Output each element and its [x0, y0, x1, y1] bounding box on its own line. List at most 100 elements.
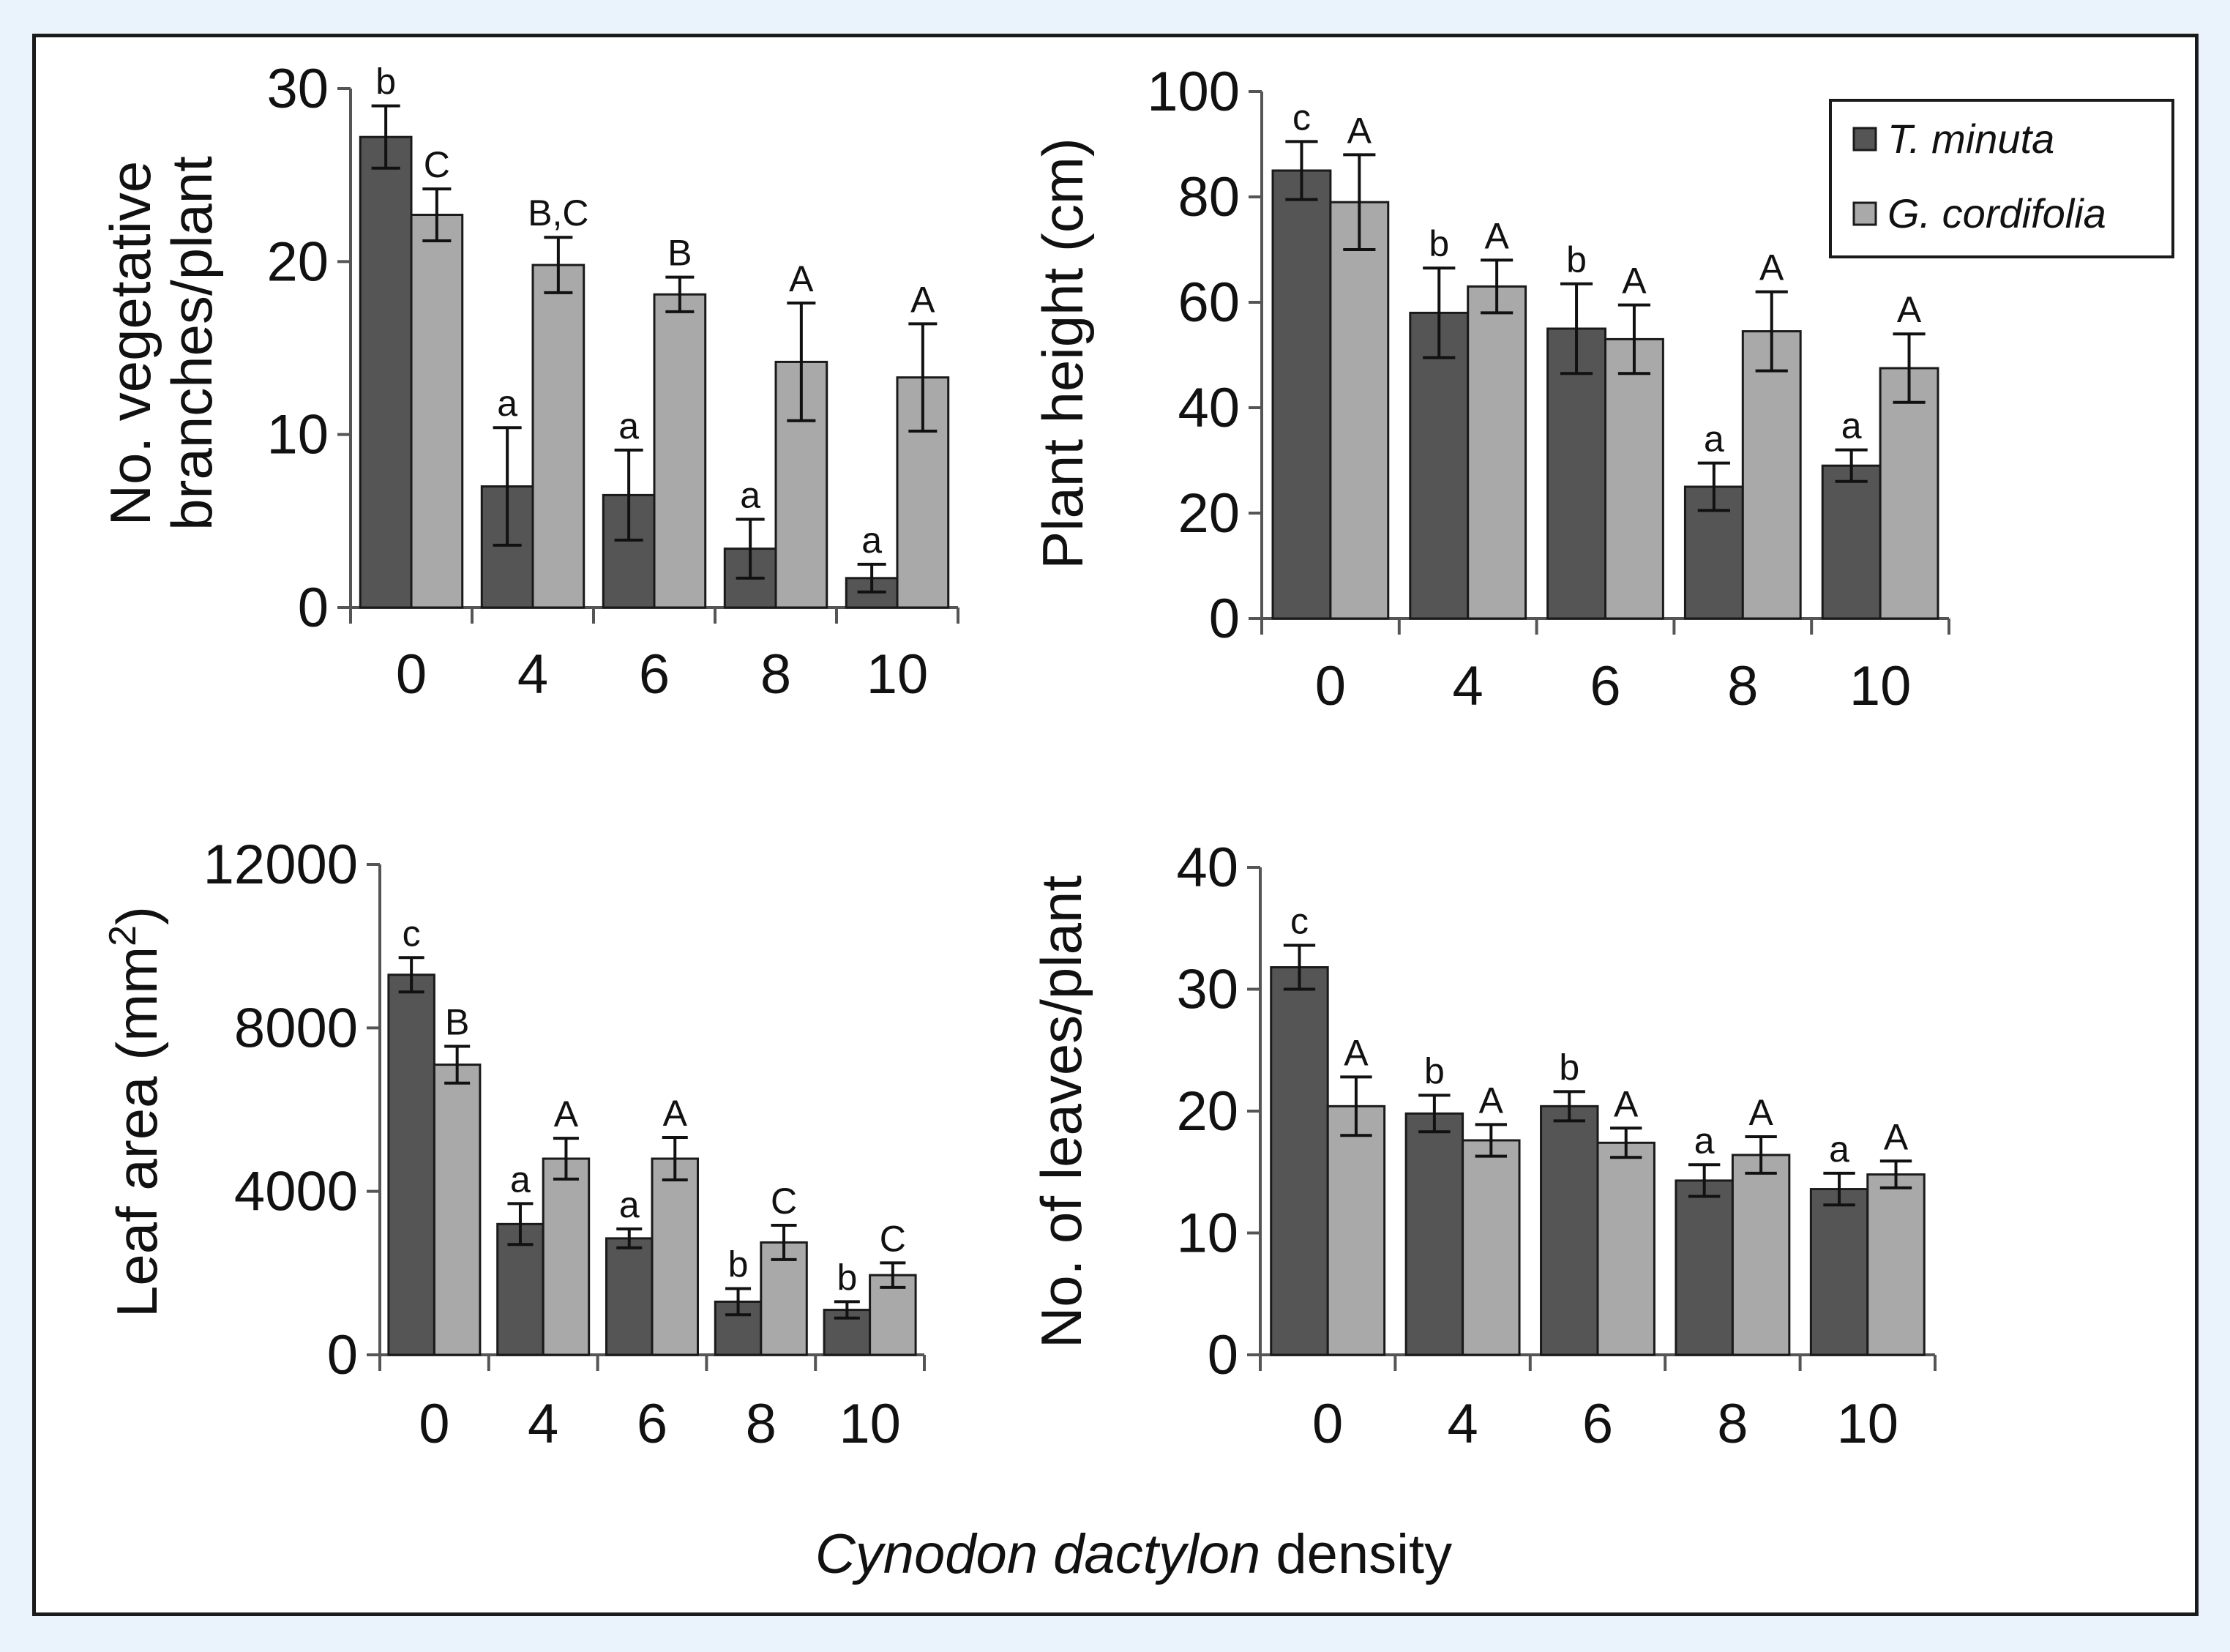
- significance-letter: B,C: [528, 193, 588, 233]
- legend-swatch-g-cordifolia: [1852, 201, 1877, 226]
- x-tick-label: 8: [760, 643, 791, 706]
- significance-letter: c: [1290, 901, 1309, 942]
- x-tick-label: 8: [746, 1393, 777, 1455]
- bar-t-minuta: [359, 135, 413, 609]
- figure-frame: 0 10 20 30 0 b C 4 a B,C 6 a B 8 a A 10 a A No. vegetative b…: [32, 34, 2199, 1616]
- significance-letter: a: [1829, 1129, 1849, 1170]
- significance-letter: a: [497, 383, 517, 424]
- bar-g-cordifolia: [651, 1157, 699, 1356]
- x-tick-label: 10: [1849, 655, 1912, 717]
- y-axis-title-line2: branches/plant: [160, 156, 224, 531]
- bar-t-minuta: [1675, 1179, 1734, 1356]
- y-tick-label: 10: [266, 404, 329, 466]
- significance-letter: a: [510, 1159, 531, 1200]
- bar-t-minuta: [1809, 1188, 1869, 1356]
- bar-g-cordifolia: [1879, 367, 1939, 620]
- y-tick-label: 30: [1176, 959, 1238, 1021]
- significance-letter: C: [771, 1181, 797, 1222]
- significance-letter: b: [728, 1244, 749, 1285]
- panel-branches: 0 10 20 30 0 b C 4 a B,C 6 a B 8 a A 10 a A No. vegetativeb…: [98, 58, 959, 706]
- significance-letter: b: [1566, 239, 1587, 280]
- bar-g-cordifolia: [1329, 201, 1390, 620]
- y-tick-label: 20: [1176, 1080, 1238, 1143]
- x-tick-label: 6: [637, 1393, 667, 1455]
- significance-letter: B: [667, 233, 692, 274]
- y-tick-label: 4000: [234, 1161, 358, 1223]
- significance-letter: C: [880, 1218, 906, 1259]
- bar-g-cordifolia: [410, 214, 464, 609]
- significance-letter: B: [445, 1001, 469, 1042]
- x-tick-label: 4: [528, 1393, 558, 1455]
- bar-g-cordifolia: [1467, 285, 1527, 620]
- bar-g-cordifolia: [433, 1064, 482, 1356]
- bar-g-cordifolia: [1326, 1105, 1386, 1356]
- bar-g-cordifolia: [531, 264, 585, 609]
- y-axis-title: No. vegetative: [98, 161, 162, 526]
- significance-letter: a: [861, 520, 882, 561]
- y-axis-title: Plant height (cm): [1030, 138, 1095, 569]
- significance-letter: C: [424, 144, 450, 185]
- significance-letter: A: [1344, 1032, 1369, 1073]
- significance-letter: a: [1704, 419, 1724, 460]
- bar-t-minuta: [1271, 169, 1332, 620]
- significance-letter: A: [663, 1093, 688, 1134]
- significance-letter: a: [1694, 1120, 1715, 1161]
- bar-t-minuta: [605, 1237, 654, 1356]
- significance-letter: a: [1841, 405, 1862, 446]
- bar-t-minuta: [1270, 966, 1329, 1356]
- bar-g-cordifolia: [1866, 1173, 1926, 1356]
- legend-swatch-t-minuta: [1852, 127, 1877, 152]
- bar-g-cordifolia: [1741, 330, 1802, 620]
- bar-g-cordifolia: [1596, 1141, 1655, 1356]
- x-tick-label: 10: [1837, 1393, 1899, 1455]
- y-tick-label: 0: [327, 1324, 358, 1386]
- x-tick-label: 8: [1717, 1393, 1748, 1455]
- x-tick-label: 4: [517, 643, 548, 706]
- significance-letter: a: [740, 474, 760, 515]
- significance-letter: A: [554, 1094, 579, 1135]
- y-tick-label: 12000: [203, 834, 358, 896]
- x-tick-label: 6: [1590, 655, 1620, 717]
- y-tick-label: 80: [1178, 166, 1240, 228]
- bar-g-cordifolia: [1462, 1139, 1521, 1356]
- x-tick-label: 10: [867, 643, 929, 706]
- x-tick-label: 0: [1315, 655, 1346, 717]
- significance-letter: A: [1347, 110, 1372, 151]
- bar-g-cordifolia: [542, 1157, 591, 1356]
- y-tick-label: 0: [1209, 588, 1240, 650]
- y-tick-label: 40: [1178, 377, 1240, 439]
- y-tick-label: 10: [1176, 1203, 1238, 1265]
- x-tick-label: 4: [1447, 1393, 1478, 1455]
- y-tick-label: 20: [266, 231, 329, 293]
- significance-letter: c: [1292, 97, 1311, 138]
- y-tick-label: 8000: [234, 997, 358, 1059]
- bar-g-cordifolia: [1731, 1154, 1791, 1356]
- y-axis-title: No. of leaves/plant: [1029, 875, 1093, 1348]
- significance-letter: b: [837, 1257, 857, 1298]
- bar-g-cordifolia: [1604, 337, 1664, 620]
- y-tick-label: 100: [1147, 61, 1240, 123]
- significance-letter: c: [403, 913, 421, 954]
- significance-letter: A: [1479, 1080, 1504, 1121]
- y-tick-label: 20: [1178, 482, 1240, 545]
- significance-letter: b: [1429, 223, 1449, 264]
- bar-g-cordifolia: [760, 1241, 808, 1356]
- x-tick-label: 0: [1312, 1393, 1343, 1455]
- significance-letter: b: [375, 61, 396, 102]
- significance-letter: A: [1484, 215, 1509, 256]
- bar-g-cordifolia: [653, 293, 707, 609]
- y-tick-label: 60: [1178, 272, 1240, 334]
- significance-letter: A: [789, 258, 814, 299]
- x-tick-label: 0: [419, 1393, 449, 1455]
- significance-letter: A: [1622, 261, 1647, 302]
- x-tick-label: 6: [639, 643, 670, 706]
- legend-label-t-minuta: T. minuta: [1887, 116, 2054, 162]
- significance-letter: A: [1759, 247, 1784, 288]
- x-tick-label: 6: [1582, 1393, 1613, 1455]
- significance-letter: A: [910, 279, 935, 320]
- legend-box: [1829, 99, 2174, 258]
